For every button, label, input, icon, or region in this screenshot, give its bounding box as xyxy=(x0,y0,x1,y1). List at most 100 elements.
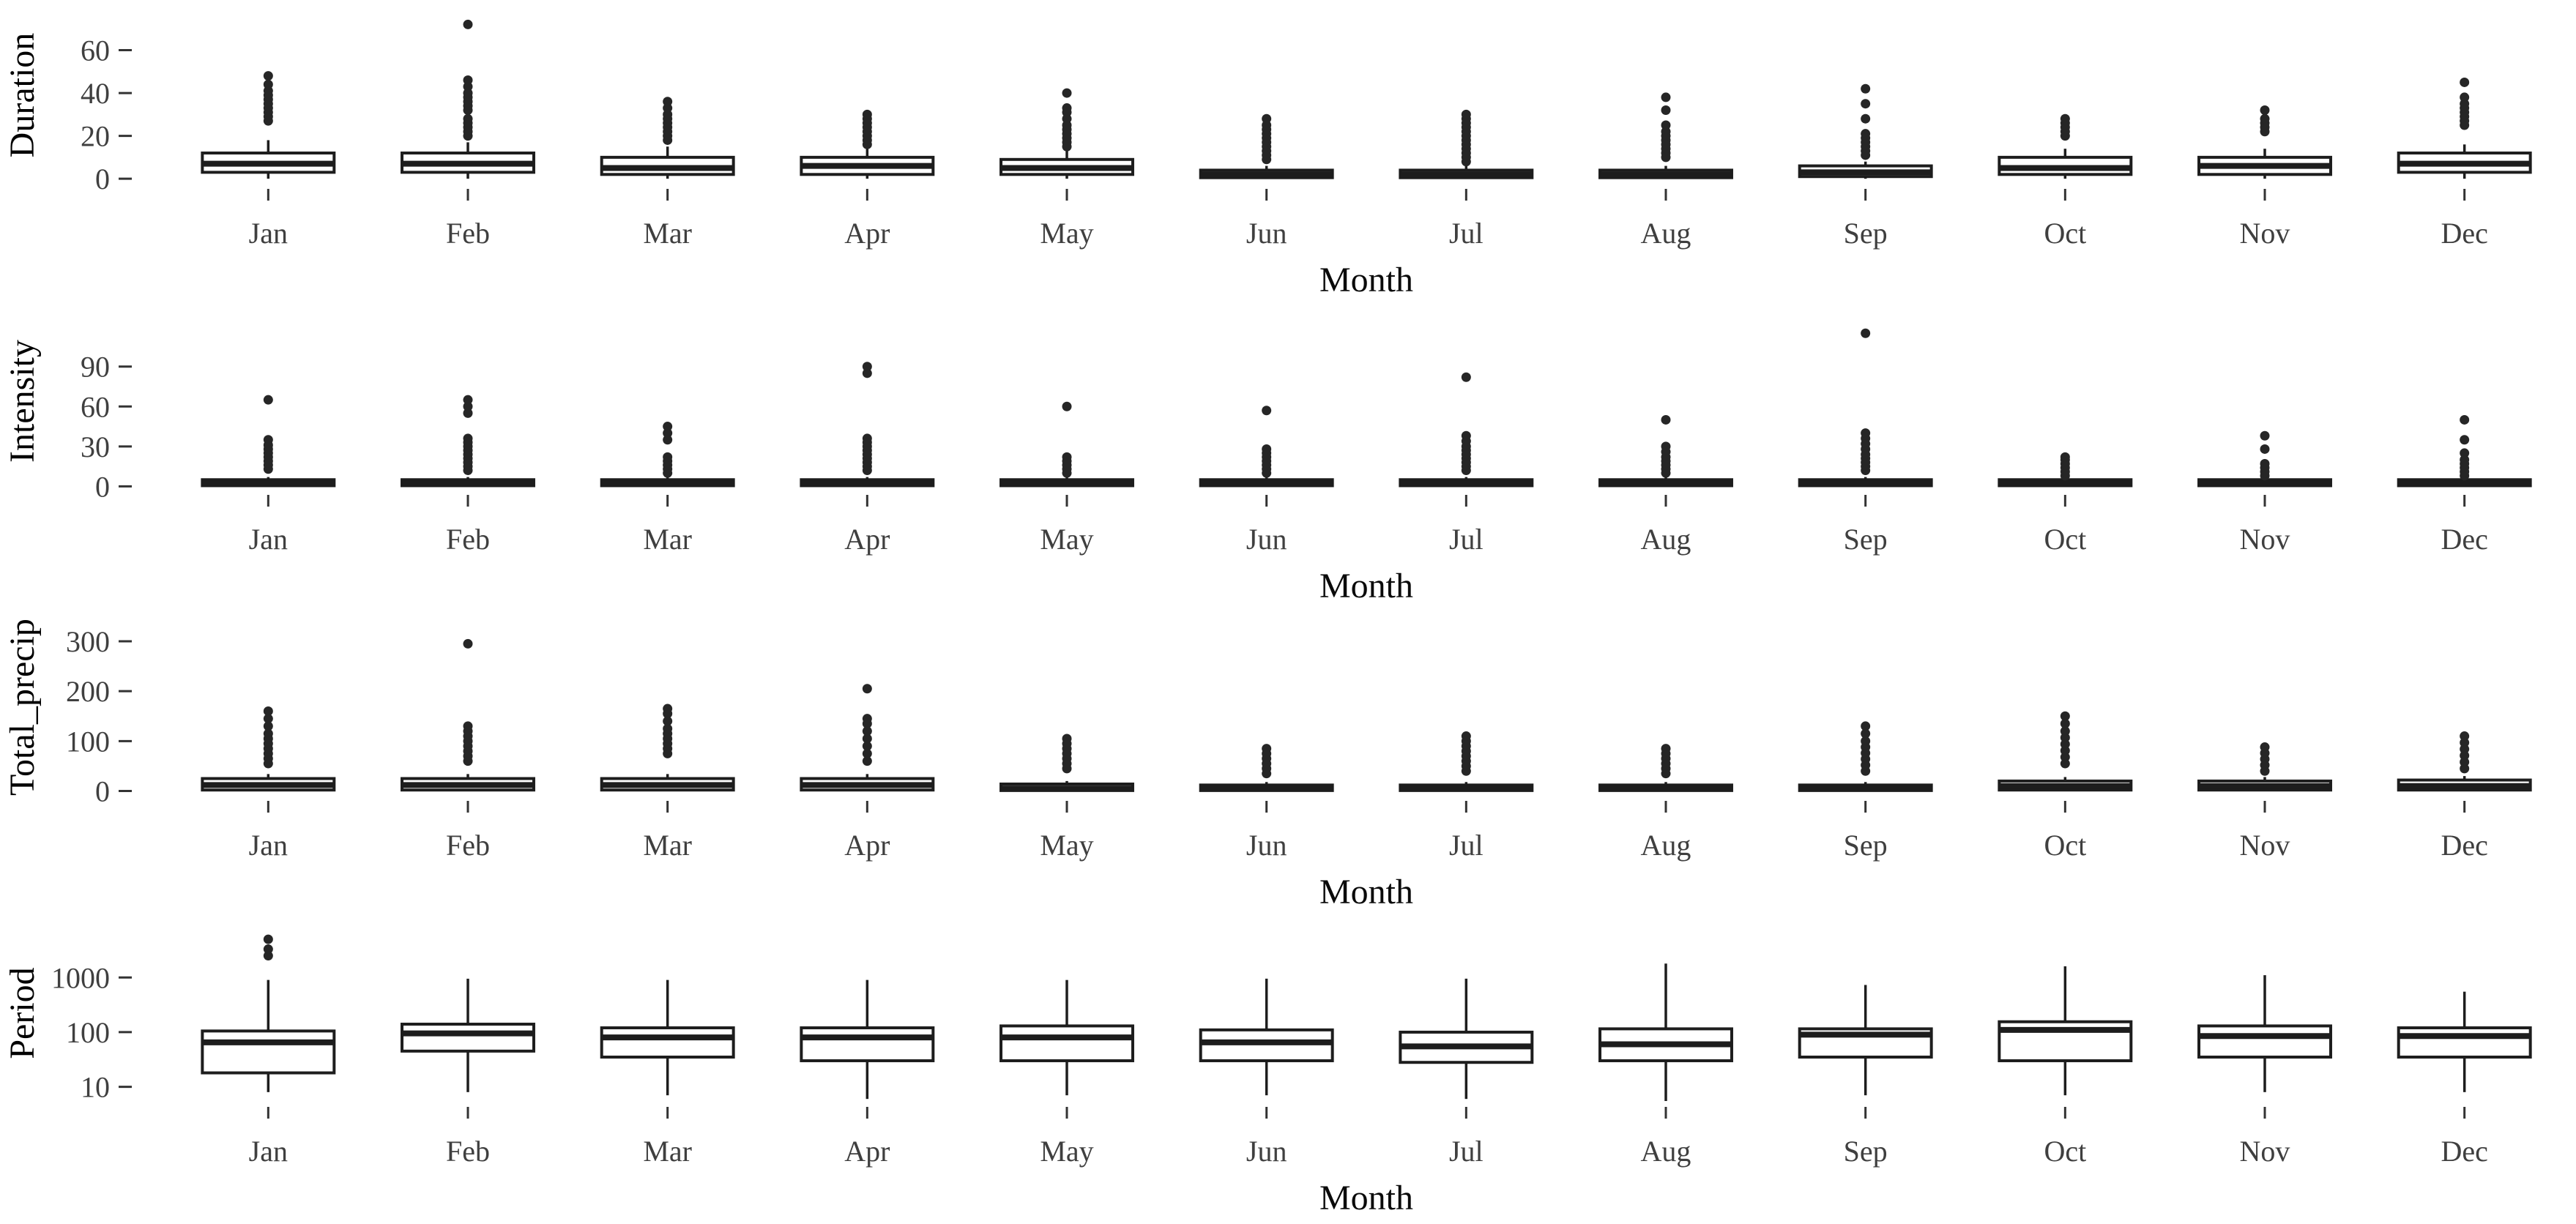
boxplot-box xyxy=(201,1029,336,1075)
outlier-point xyxy=(263,714,273,724)
outlier-point xyxy=(463,395,473,405)
outlier-point xyxy=(862,734,872,744)
y-tick-label: 1000 xyxy=(51,961,110,994)
x-tick-label: Jun xyxy=(1246,1135,1287,1168)
outlier-point xyxy=(2060,719,2070,728)
y-tick-label: 100 xyxy=(66,1016,110,1049)
x-tick-label: Jan xyxy=(249,829,288,862)
y-tick-label: 60 xyxy=(81,390,110,423)
x-tick-label: Apr xyxy=(844,523,890,556)
panel-duration: Duration 0 20 40 60 Jan Feb Mar Apr May Jun Jul Aug S… xyxy=(0,0,2576,306)
x-tick-label: Dec xyxy=(2441,217,2487,250)
x-tick-label: Sep xyxy=(1844,217,1888,250)
outlier-point xyxy=(463,19,473,29)
outlier-point xyxy=(2060,113,2070,124)
y-tick-label: 10 xyxy=(81,1071,110,1104)
outlier-point xyxy=(2260,444,2270,454)
outlier-point xyxy=(862,368,872,378)
y-axis-title: Duration xyxy=(3,33,42,158)
y-tick-label: 0 xyxy=(95,470,110,503)
x-tick-label: Nov xyxy=(2240,523,2290,556)
outlier-point xyxy=(263,71,273,81)
outlier-point xyxy=(1062,452,1072,462)
outlier-point xyxy=(2060,726,2070,736)
outlier-point xyxy=(463,721,473,731)
outlier-point xyxy=(862,756,872,766)
outlier-point xyxy=(263,435,273,445)
outlier-point xyxy=(1861,99,1871,109)
y-tick-label: 0 xyxy=(95,163,110,195)
y-tick-label: 30 xyxy=(81,430,110,463)
x-tick-label: Feb xyxy=(446,523,490,556)
x-tick-label: Oct xyxy=(2044,829,2086,862)
x-tick-label: Nov xyxy=(2240,217,2290,250)
outlier-point xyxy=(1661,120,1671,130)
outlier-point xyxy=(1262,113,1272,124)
outlier-point xyxy=(663,435,673,445)
outlier-point xyxy=(1461,731,1471,742)
outlier-point xyxy=(1461,430,1471,441)
outlier-point xyxy=(663,723,673,734)
outlier-point xyxy=(663,704,673,714)
outlier-point xyxy=(2460,77,2470,87)
outlier-point xyxy=(263,951,273,961)
x-tick-label: Jul xyxy=(1449,829,1484,862)
outlier-point xyxy=(1861,721,1871,731)
outlier-point xyxy=(862,741,872,751)
outlier-point xyxy=(263,934,273,944)
outlier-point xyxy=(2260,458,2270,469)
x-tick-label: Jun xyxy=(1246,217,1287,250)
outlier-point xyxy=(2460,414,2470,425)
x-tick-label: Mar xyxy=(643,217,692,250)
x-tick-label: Oct xyxy=(2044,523,2086,556)
x-tick-label: May xyxy=(1040,523,1093,556)
outlier-point xyxy=(663,452,673,462)
outlier-point xyxy=(1461,109,1471,119)
outlier-point xyxy=(1861,83,1871,94)
y-tick-label: 100 xyxy=(66,725,110,758)
outlier-point xyxy=(2460,455,2470,465)
boxplot-box xyxy=(1199,1028,1334,1062)
y-tick-label: 20 xyxy=(81,120,110,153)
outlier-point xyxy=(862,726,872,736)
outlier-point xyxy=(862,714,872,724)
boxplot-box xyxy=(401,1023,535,1053)
x-tick-label: Aug xyxy=(1641,217,1691,250)
outlier-point xyxy=(2060,711,2070,721)
boxplot-box xyxy=(999,1024,1134,1062)
panel-intensity: Intensity 0 30 60 90 Jan Feb Mar Apr May Jun Jul Aug… xyxy=(0,306,2576,612)
y-tick-label: 200 xyxy=(66,675,110,708)
x-axis-title: Month xyxy=(1319,567,1413,605)
x-tick-label: Dec xyxy=(2441,523,2487,556)
y-axis-title: Intensity xyxy=(3,340,42,463)
x-tick-label: Aug xyxy=(1641,829,1691,862)
outlier-point xyxy=(862,433,872,444)
outlier-point xyxy=(1661,744,1671,754)
boxplot-box xyxy=(2197,1024,2332,1059)
outlier-point xyxy=(463,408,473,418)
period-boxplot-chart: Period 10 100 1000 Jan Feb Mar Apr May Jun Jul Aug S… xyxy=(3,934,2532,1217)
boxplot-box xyxy=(2397,1026,2532,1059)
x-tick-label: Jul xyxy=(1449,217,1484,250)
outlier-point xyxy=(1262,744,1272,754)
duration-boxplot-chart: Duration 0 20 40 60 Jan Feb Mar Apr May Jun Jul Aug S… xyxy=(3,19,2532,299)
x-tick-label: Jan xyxy=(249,217,288,250)
x-axis-title: Month xyxy=(1319,873,1413,911)
outlier-point xyxy=(1062,734,1072,744)
intensity-boxplot-chart: Intensity 0 30 60 90 Jan Feb Mar Apr May Jun Jul Aug… xyxy=(3,328,2532,605)
x-tick-label: Jul xyxy=(1449,1135,1484,1168)
outlier-point xyxy=(862,109,872,119)
x-tick-label: Mar xyxy=(643,1135,692,1168)
outlier-point xyxy=(862,684,872,694)
outlier-point xyxy=(1861,736,1871,746)
y-tick-label: 40 xyxy=(81,77,110,110)
outlier-point xyxy=(1861,113,1871,124)
outlier-point xyxy=(862,362,872,372)
x-tick-label: Nov xyxy=(2240,1135,2290,1168)
x-tick-label: Jun xyxy=(1246,829,1287,862)
x-tick-label: Oct xyxy=(2044,1135,2086,1168)
outlier-point xyxy=(263,721,273,731)
x-tick-label: Jul xyxy=(1449,523,1484,556)
boxplot-box xyxy=(800,1026,935,1062)
outlier-point xyxy=(1062,88,1072,98)
